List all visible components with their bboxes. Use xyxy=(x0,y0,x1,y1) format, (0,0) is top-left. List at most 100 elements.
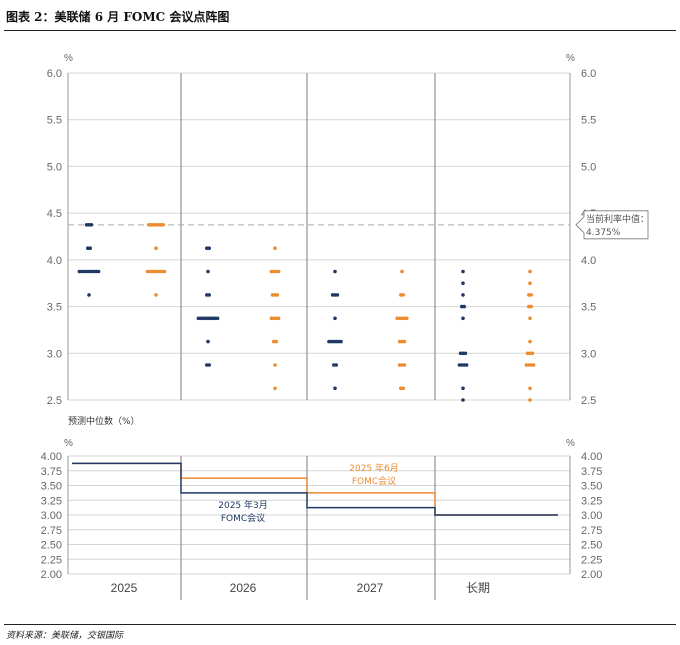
y-tick-label-left: 6.0 xyxy=(47,68,62,80)
y2-tick-label-left: 4.00 xyxy=(41,451,62,463)
dot-march xyxy=(461,281,465,286)
y2-tick-label-left: 2.75 xyxy=(41,525,62,537)
y-tick-label-left: 3.0 xyxy=(47,348,62,360)
march-series-label-line1: 2025 年3月 xyxy=(218,499,268,511)
y2-tick-label-left: 3.25 xyxy=(41,495,62,507)
y2-tick-label-right: 3.75 xyxy=(581,466,602,478)
x-category-label: 2026 xyxy=(230,581,257,595)
y-tick-label-left: 4.5 xyxy=(47,208,62,220)
y-tick-label-right: 2.5 xyxy=(581,395,596,407)
current-rate-label-line1: 当前利率中值： xyxy=(586,213,649,225)
dot-march xyxy=(463,351,468,356)
dot-march xyxy=(335,293,340,297)
median-section-label: 预测中位数（%） xyxy=(68,415,140,427)
dot-march xyxy=(461,293,465,297)
y-unit-right: % xyxy=(566,53,575,64)
dot-june xyxy=(402,339,407,344)
dot-march xyxy=(333,269,337,274)
dot-june xyxy=(405,316,409,321)
y-tick-label-left: 2.5 xyxy=(47,395,62,407)
june-series-label-line2: FOMC会议 xyxy=(352,475,396,487)
dot-march xyxy=(464,363,469,367)
dot-june xyxy=(154,246,158,250)
dot-march xyxy=(461,269,465,274)
dot-june xyxy=(531,363,536,367)
dot-march xyxy=(334,363,339,367)
y-tick-label-right: 4.0 xyxy=(581,255,596,267)
dot-june xyxy=(273,386,277,391)
dot-march xyxy=(207,363,211,367)
dot-june xyxy=(162,269,167,274)
y-tick-label-left: 3.5 xyxy=(47,302,62,314)
dot-march xyxy=(462,304,467,309)
march-series-label-line2: FOMC会议 xyxy=(221,512,265,524)
y2-tick-label-right: 2.25 xyxy=(581,554,602,566)
current-rate-callout xyxy=(575,210,649,240)
y-tick-label-left: 5.5 xyxy=(47,115,62,127)
dot-march xyxy=(207,293,211,297)
dot-june xyxy=(528,398,532,402)
y-tick-label-right: 5.0 xyxy=(581,161,596,173)
dot-june xyxy=(274,339,279,344)
dot-june xyxy=(400,269,404,274)
y-tick-label-left: 4.0 xyxy=(47,255,62,267)
y-tick-label-right: 3.5 xyxy=(581,302,596,314)
y2-tick-label-right: 2.75 xyxy=(581,525,602,537)
y-tick-label-right: 6.0 xyxy=(581,68,596,80)
dot-march xyxy=(96,269,101,274)
dot-june xyxy=(273,246,277,250)
y2-tick-label-right: 3.50 xyxy=(581,481,602,493)
dot-june xyxy=(530,351,535,356)
y2-tick-label-left: 3.75 xyxy=(41,466,62,478)
dot-june xyxy=(529,293,533,297)
dot-june xyxy=(401,293,406,297)
y-unit-left: % xyxy=(64,53,73,64)
dot-june xyxy=(401,386,406,391)
dot-june xyxy=(528,386,532,391)
bottom-rule xyxy=(4,624,676,625)
x-category-label: 2027 xyxy=(357,581,384,595)
dot-june xyxy=(161,223,165,227)
x-category-label: 2025 xyxy=(111,581,138,595)
dot-march xyxy=(339,339,343,344)
y2-tick-label-left: 2.25 xyxy=(41,554,62,566)
dot-june xyxy=(273,363,277,367)
dot-june xyxy=(154,293,158,297)
dot-june xyxy=(402,363,407,367)
dot-june xyxy=(528,281,532,286)
y-tick-label-right: 3.0 xyxy=(581,348,596,360)
june-series-label-line1: 2025 年6月 xyxy=(349,462,399,474)
dot-june xyxy=(529,304,533,309)
figure-title: 图表 2：美联储 6 月 FOMC 会议点阵图 xyxy=(6,10,230,24)
y2-tick-label-left: 3.00 xyxy=(41,510,62,522)
y2-unit-left: % xyxy=(64,438,73,449)
top-rule xyxy=(4,30,676,31)
dot-march xyxy=(461,386,465,391)
dot-march xyxy=(88,246,92,250)
dot-june xyxy=(276,269,281,274)
dot-june xyxy=(528,316,532,321)
y-tick-label-right: 5.5 xyxy=(581,115,596,127)
dot-march xyxy=(461,316,465,321)
y2-tick-label-left: 3.50 xyxy=(41,481,62,493)
dot-june xyxy=(275,293,280,297)
dot-march xyxy=(215,316,220,321)
dot-march xyxy=(89,223,94,227)
y2-tick-label-right: 2.50 xyxy=(581,540,602,552)
dot-march xyxy=(206,269,210,274)
dot-march xyxy=(461,398,465,402)
dot-june xyxy=(528,339,532,344)
y2-tick-label-right: 3.00 xyxy=(581,510,602,522)
y2-tick-label-left: 2.50 xyxy=(41,540,62,552)
dot-march xyxy=(87,293,91,297)
dot-march xyxy=(207,246,211,250)
y2-tick-label-left: 2.00 xyxy=(41,569,62,581)
dot-march xyxy=(333,386,337,391)
current-rate-label-line2: 4.375% xyxy=(586,228,621,238)
median-line-march xyxy=(72,462,558,516)
y2-tick-label-right: 4.00 xyxy=(581,451,602,463)
dot-march xyxy=(333,316,337,321)
x-category-label: 长期 xyxy=(466,581,490,595)
dot-march xyxy=(206,339,210,344)
